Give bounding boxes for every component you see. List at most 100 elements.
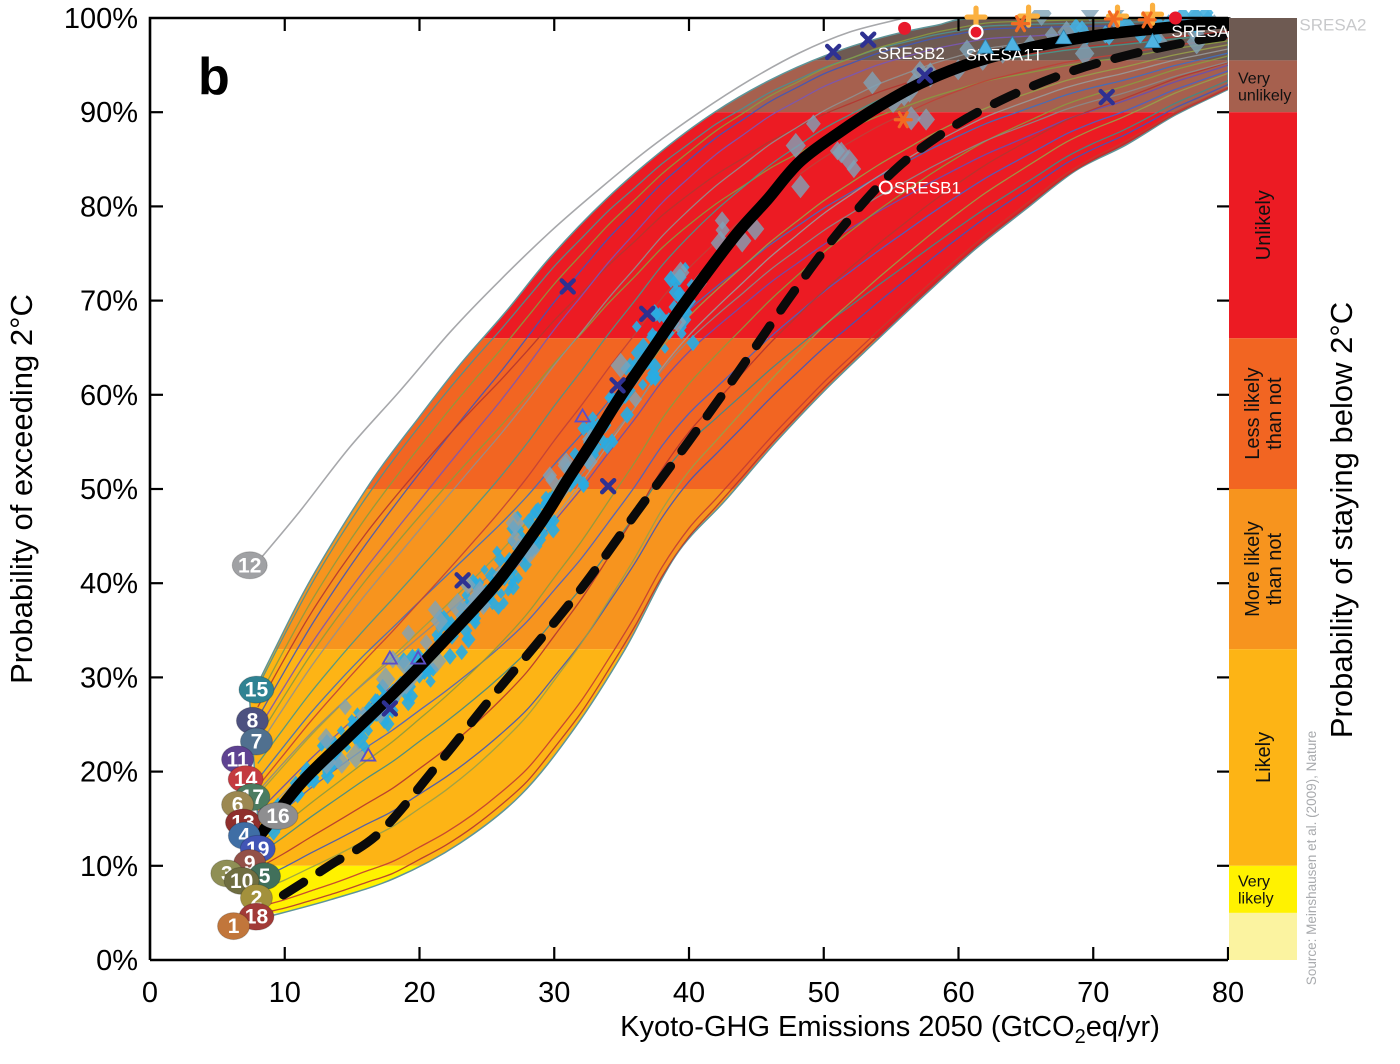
scatter-point — [558, 452, 575, 474]
asterisk-marker — [1103, 10, 1124, 28]
scatter-point — [412, 647, 425, 663]
scenario-line-5 — [257, 40, 1229, 739]
y-tick-label: 100% — [64, 3, 138, 35]
cyan-triangle-marker — [1143, 32, 1162, 48]
scatter-point — [507, 578, 516, 589]
pathway-circle-1 — [217, 912, 251, 941]
scatter-point — [419, 634, 433, 651]
x-tick-label: 30 — [538, 977, 570, 1009]
scatter-point — [539, 527, 549, 540]
scatter-point — [1151, 32, 1163, 47]
plus-marker — [964, 5, 988, 29]
pathway-circle-label-8: 8 — [247, 710, 259, 733]
scatter-point — [1080, 10, 1100, 22]
x-marker — [599, 477, 617, 495]
x-marker — [824, 43, 842, 61]
scatter-point — [542, 466, 557, 485]
panel-title: b — [198, 48, 230, 106]
pathway-circle-label-5: 5 — [259, 865, 271, 888]
layer-funnel-outline — [248, 18, 1228, 919]
scatter-point — [492, 545, 502, 558]
x-tick-label: 70 — [1077, 977, 1109, 1009]
scatter-point — [607, 433, 616, 444]
pathway-circle-7 — [239, 727, 273, 756]
scatter-point — [606, 390, 618, 406]
red-dot-marker — [1168, 11, 1182, 25]
scatter-point — [513, 572, 523, 585]
pathway-circle-label-11: 11 — [226, 748, 249, 771]
scatter-point — [418, 664, 431, 680]
scatter-point — [645, 370, 658, 386]
colorbar-band-33-10 — [1229, 649, 1297, 866]
scatter-point — [381, 715, 395, 733]
scatter-point — [959, 39, 975, 59]
y-axis-title-right: Probability of staying below 2°C — [1324, 302, 1359, 738]
scenario-line-15 — [257, 79, 1229, 856]
scatter-point — [372, 693, 383, 707]
y-tick-label: 40% — [80, 568, 138, 600]
scatter-point — [363, 724, 373, 737]
colorbar-band-90-66 — [1229, 112, 1297, 339]
cyan-triangle-marker — [1003, 35, 1022, 51]
x-tick-label: 40 — [673, 977, 705, 1009]
y-tick-label: 80% — [80, 191, 138, 223]
colorbar-label: Very — [1238, 873, 1270, 890]
x-marker — [381, 700, 399, 717]
scatter-point — [785, 132, 806, 159]
scatter-point — [577, 478, 590, 494]
x-axis-title: Kyoto-GHG Emissions 2050 (GtCO2eq/yr) — [620, 1011, 1160, 1048]
scatter-point — [597, 433, 609, 448]
x-marker — [916, 67, 934, 84]
scatter-point — [610, 352, 631, 379]
scatter-point — [569, 447, 581, 462]
scatter-point — [668, 300, 680, 314]
colorbar-band-10-5 — [1229, 865, 1297, 913]
scatter-point — [806, 114, 821, 133]
scatter-point — [653, 307, 666, 324]
scenario-line-19 — [257, 86, 1229, 908]
scenario-line-18 — [257, 72, 1229, 892]
y-tick-label: 70% — [80, 286, 138, 318]
pathway-circle-15 — [238, 675, 275, 704]
scenario-line-1 — [257, 17, 1229, 700]
scatter-point — [668, 283, 683, 302]
x-tick-label: 20 — [403, 977, 435, 1009]
scatter-point — [405, 688, 418, 705]
colorbar-band-50-33 — [1229, 489, 1297, 650]
scatter-point — [359, 731, 369, 744]
scatter-point — [628, 391, 642, 408]
pathway-circle-label-12: 12 — [238, 554, 261, 577]
scatter-point — [480, 564, 489, 575]
scatter-point — [917, 108, 935, 131]
x-marker — [860, 31, 877, 48]
scatter-point — [587, 411, 598, 424]
scatter-point — [1149, 12, 1163, 30]
scatter-point — [791, 175, 810, 199]
y-tick-label: 50% — [80, 474, 138, 506]
layer-axes: 0 10 20 30 40 50 60 70 80 0% 10% 20% 30% 40% 50% 60% 70%… — [64, 3, 1244, 1009]
asterisk-marker — [893, 111, 913, 129]
scatter-point — [345, 743, 366, 769]
open-triangle-marker — [409, 649, 427, 665]
asterisk-marker — [1137, 11, 1157, 29]
scenario-line-17 — [257, 84, 1229, 881]
scatter-point — [493, 552, 507, 568]
colorbar-label-group: Unlikely — [1253, 190, 1275, 260]
scatter-point — [498, 596, 509, 610]
pathway-circle-label-9: 9 — [244, 852, 256, 875]
scatter-point — [401, 624, 416, 642]
scatter-point — [461, 630, 476, 649]
pathway-circle-label-1: 1 — [228, 915, 240, 938]
scatter-point — [714, 211, 730, 230]
y-tick-label: 0% — [96, 945, 138, 977]
open-triangle-marker — [573, 407, 592, 423]
scatter-point — [638, 378, 648, 391]
layer-point-markers — [359, 2, 1182, 762]
scatter-point — [660, 343, 670, 354]
pathway-circle-label-16: 16 — [266, 805, 289, 828]
scatter-point — [571, 470, 583, 485]
y-tick-label: 20% — [80, 757, 138, 789]
pathway-circle-label-6: 6 — [232, 794, 244, 817]
